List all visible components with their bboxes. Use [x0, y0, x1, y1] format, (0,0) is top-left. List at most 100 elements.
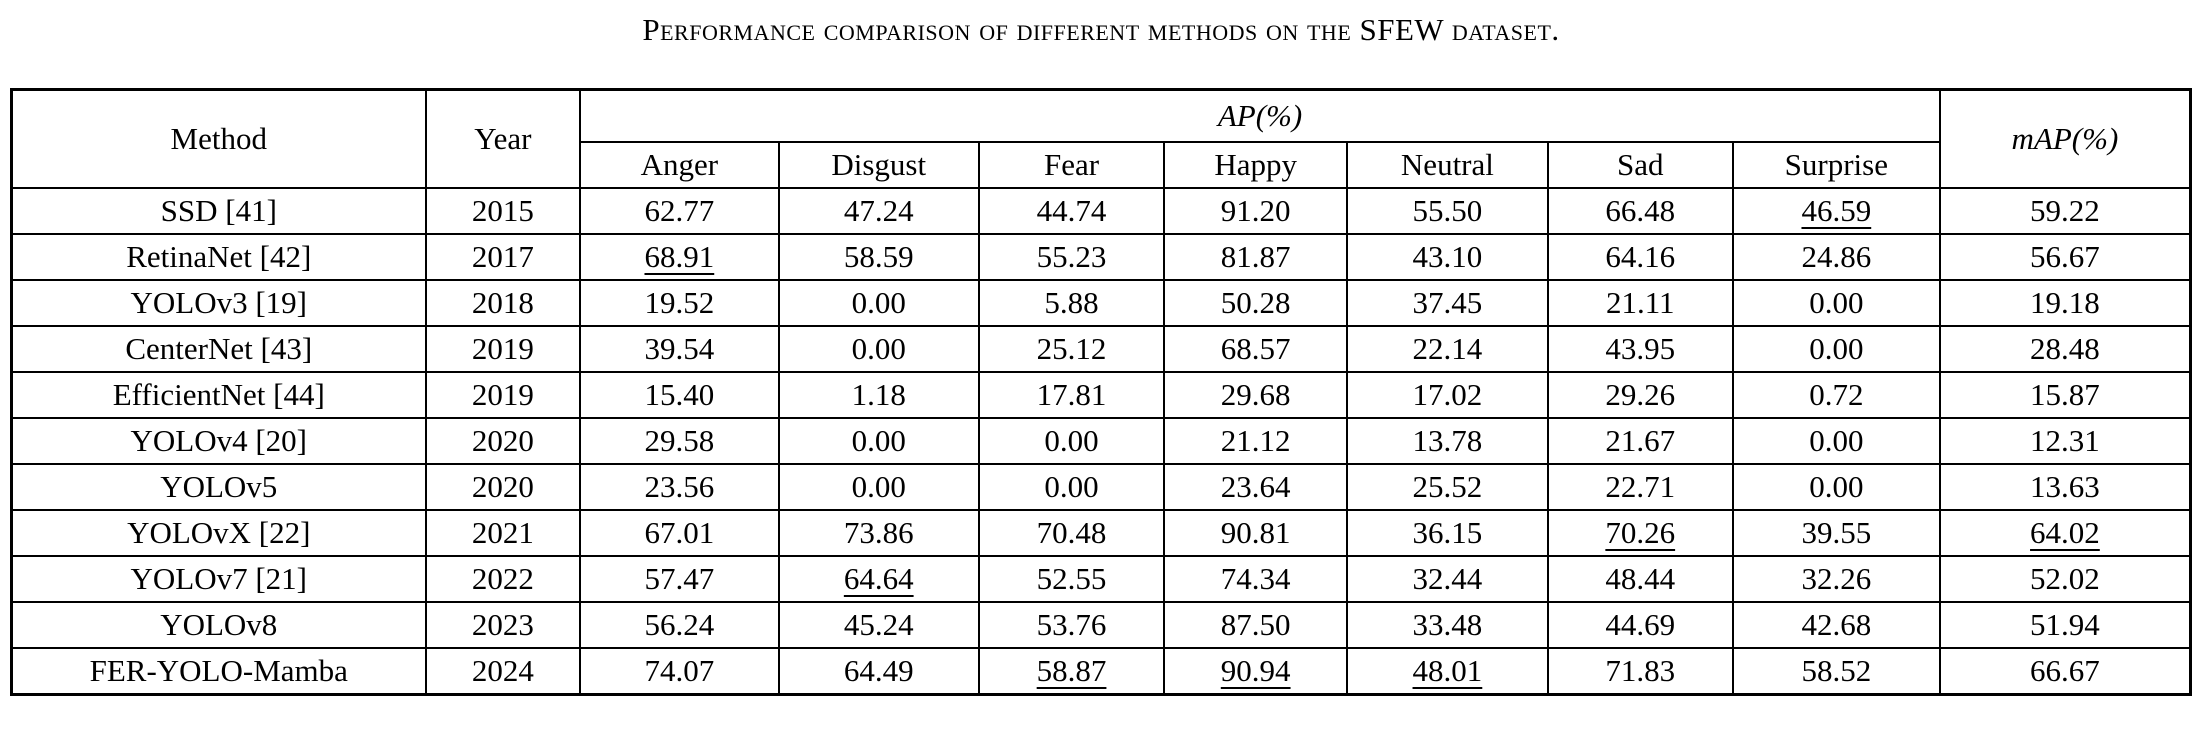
map-cell: 28.48 [1938, 325, 2192, 373]
method-cell: RetinaNet [42] [10, 233, 427, 281]
year-cell: 2024 [424, 647, 582, 696]
year-cell: 2020 [424, 417, 582, 465]
table-row: RetinaNet [42] 2017 68.91 58.59 55.23 81.87 43… [10, 233, 2192, 281]
year-cell: 2015 [424, 187, 582, 235]
ap-cell-anger: 62.77 [579, 187, 780, 235]
ap-cell-sad: 22.71 [1546, 463, 1734, 511]
year-cell: 2023 [424, 601, 582, 649]
ap-cell-neutral: 37.45 [1346, 279, 1549, 327]
method-cell: YOLOv8 [10, 601, 427, 649]
method-cell: FER-YOLO-Mamba [10, 647, 427, 696]
ap-cell-sad: 66.48 [1546, 187, 1734, 235]
method-cell: YOLOvX [22] [10, 509, 427, 557]
ap-cell-sad: 70.26 [1546, 509, 1734, 557]
ap-cell-surprise: 32.26 [1731, 555, 1941, 603]
ap-cell-surprise: 0.00 [1731, 463, 1941, 511]
method-cell: EfficientNet [44] [10, 371, 427, 419]
map-cell: 12.31 [1938, 417, 2192, 465]
header-emotion-row: Anger Disgust Fear Happy Neutral Sad Surprise [12, 141, 2191, 189]
ap-cell-anger: 74.07 [579, 647, 780, 696]
table-row: FER-YOLO-Mamba 2024 74.07 64.49 58.87 90.94 48… [10, 647, 2192, 696]
year-cell: 2017 [424, 233, 582, 281]
year-cell: 2019 [424, 371, 582, 419]
method-cell: CenterNet [43] [10, 325, 427, 373]
ap-cell-surprise: 42.68 [1731, 601, 1941, 649]
ap-cell-fear: 52.55 [977, 555, 1166, 603]
map-cell: 15.87 [1938, 371, 2192, 419]
ap-cell-neutral: 33.48 [1346, 601, 1549, 649]
ap-cell-neutral: 55.50 [1346, 187, 1549, 235]
ap-cell-anger: 15.40 [579, 371, 780, 419]
ap-cell-surprise: 0.00 [1731, 325, 1941, 373]
table-row: EfficientNet [44] 2019 15.40 1.18 17.81 29.68… [10, 371, 2192, 419]
method-cell: SSD [41] [10, 187, 427, 235]
ap-cell-disgust: 1.18 [777, 371, 980, 419]
table-row: YOLOv5 2020 23.56 0.00 0.00 23.64 25.52 22.71 0.… [10, 463, 2192, 511]
ap-cell-fear: 53.76 [977, 601, 1166, 649]
ap-cell-neutral: 13.78 [1346, 417, 1549, 465]
year-cell: 2022 [424, 555, 582, 603]
ap-cell-sad: 29.26 [1546, 371, 1734, 419]
col-header-happy: Happy [1163, 141, 1349, 189]
map-cell: 19.18 [1938, 279, 2192, 327]
map-cell: 13.63 [1938, 463, 2192, 511]
ap-cell-anger: 29.58 [579, 417, 780, 465]
year-cell: 2018 [424, 279, 582, 327]
ap-cell-happy: 81.87 [1163, 233, 1349, 281]
col-header-fear: Fear [977, 141, 1166, 189]
col-header-sad: Sad [1546, 141, 1734, 189]
year-cell: 2021 [424, 509, 582, 557]
table-row: SSD [41] 2015 62.77 47.24 44.74 91.20 55.50 66.… [10, 187, 2192, 235]
map-cell: 66.67 [1938, 647, 2192, 696]
ap-cell-disgust: 45.24 [777, 601, 980, 649]
ap-cell-sad: 71.83 [1546, 647, 1734, 696]
col-header-map: mAP(%) [1938, 88, 2192, 189]
ap-cell-happy: 90.94 [1163, 647, 1349, 696]
col-header-anger: Anger [579, 141, 780, 189]
ap-cell-surprise: 0.00 [1731, 279, 1941, 327]
ap-cell-surprise: 0.72 [1731, 371, 1941, 419]
method-cell: YOLOv3 [19] [10, 279, 427, 327]
ap-cell-anger: 67.01 [579, 509, 780, 557]
ap-cell-disgust: 0.00 [777, 279, 980, 327]
ap-cell-anger: 23.56 [579, 463, 780, 511]
ap-cell-surprise: 58.52 [1731, 647, 1941, 696]
ap-cell-disgust: 58.59 [777, 233, 980, 281]
col-header-neutral: Neutral [1346, 141, 1549, 189]
map-cell: 64.02 [1938, 509, 2192, 557]
col-header-disgust: Disgust [777, 141, 980, 189]
ap-cell-disgust: 0.00 [777, 325, 980, 373]
ap-cell-happy: 91.20 [1163, 187, 1349, 235]
table-row: YOLOv4 [20] 2020 29.58 0.00 0.00 21.12 13.78 21… [10, 417, 2192, 465]
ap-cell-happy: 50.28 [1163, 279, 1349, 327]
ap-cell-disgust: 73.86 [777, 509, 980, 557]
ap-cell-happy: 68.57 [1163, 325, 1349, 373]
ap-cell-disgust: 47.24 [777, 187, 980, 235]
ap-cell-anger: 68.91 [579, 233, 780, 281]
ap-cell-disgust: 0.00 [777, 463, 980, 511]
ap-cell-disgust: 0.00 [777, 417, 980, 465]
col-header-surprise: Surprise [1731, 141, 1941, 189]
ap-cell-neutral: 32.44 [1346, 555, 1549, 603]
ap-cell-fear: 58.87 [977, 647, 1166, 696]
ap-cell-neutral: 25.52 [1346, 463, 1549, 511]
year-cell: 2020 [424, 463, 582, 511]
ap-cell-neutral: 36.15 [1346, 509, 1549, 557]
ap-cell-happy: 21.12 [1163, 417, 1349, 465]
ap-cell-anger: 19.52 [579, 279, 780, 327]
ap-cell-disgust: 64.49 [777, 647, 980, 696]
method-cell: YOLOv4 [20] [10, 417, 427, 465]
ap-cell-surprise: 24.86 [1731, 233, 1941, 281]
ap-cell-happy: 29.68 [1163, 371, 1349, 419]
ap-cell-fear: 55.23 [977, 233, 1166, 281]
ap-cell-sad: 44.69 [1546, 601, 1734, 649]
col-header-ap-group: AP(%) [579, 88, 1941, 143]
ap-cell-sad: 48.44 [1546, 555, 1734, 603]
method-cell: YOLOv7 [21] [10, 555, 427, 603]
map-cell: 56.67 [1938, 233, 2192, 281]
table-row: YOLOv7 [21] 2022 57.47 64.64 52.55 74.34 32.44… [10, 555, 2192, 603]
map-cell: 52.02 [1938, 555, 2192, 603]
performance-table: Method Year AP(%) mAP(%) Anger Disgust Fea… [10, 88, 2192, 696]
ap-cell-surprise: 0.00 [1731, 417, 1941, 465]
table-caption: Performance comparison of different meth… [642, 12, 1560, 47]
